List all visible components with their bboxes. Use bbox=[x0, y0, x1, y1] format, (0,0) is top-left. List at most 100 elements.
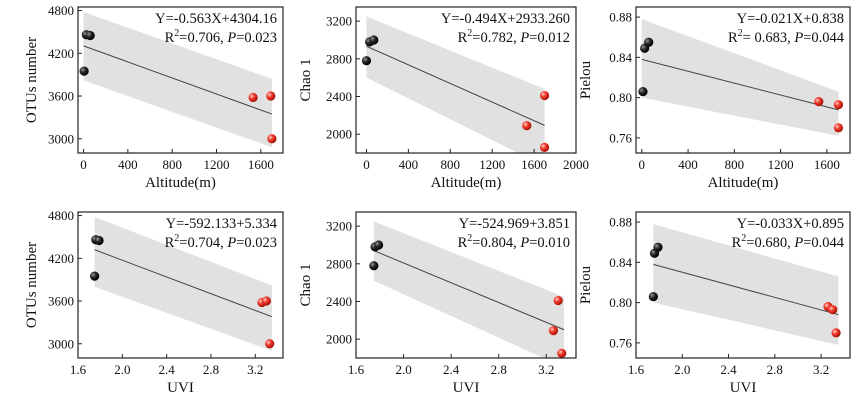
data-point-high-5 bbox=[833, 123, 844, 133]
x-tick-label: 1.6 bbox=[70, 362, 87, 377]
x-axis-label: Altitude(m) bbox=[145, 175, 216, 191]
data-point-low-0 bbox=[648, 291, 658, 302]
x-tick-label: 2.0 bbox=[395, 362, 411, 377]
x-tick-label: 0 bbox=[80, 157, 87, 172]
data-point-high-5 bbox=[265, 339, 275, 349]
data-point-high-5 bbox=[831, 328, 841, 338]
y-axis-label: Pielou bbox=[578, 265, 594, 304]
axes-frame bbox=[77, 211, 284, 359]
x-tick-label: 400 bbox=[678, 157, 698, 172]
x-tick-label: 1600 bbox=[814, 157, 840, 172]
y-tick-label: 2400 bbox=[326, 294, 352, 309]
data-point-low-2 bbox=[373, 240, 384, 250]
regression-equation: Y=-0.494X+2933.260 bbox=[441, 11, 570, 27]
axes-frame bbox=[355, 211, 577, 359]
axes-frame bbox=[635, 6, 851, 154]
plot-area bbox=[361, 16, 550, 153]
data-point-low-2 bbox=[85, 30, 95, 41]
x-tick-label: 1600 bbox=[248, 157, 274, 172]
data-point-high-5 bbox=[557, 348, 567, 358]
r2-p-value: R2=0.782, P=0.012 bbox=[458, 28, 570, 46]
data-point-low-0 bbox=[638, 86, 648, 97]
chart-panel-pielou-altitude: 0 400 800 1200 1600 0.76 0.80 0.84 0.88 Altitude(… bbox=[578, 6, 851, 191]
data-point-high-3 bbox=[248, 92, 258, 103]
r2-p-value: R2=0.706, P=0.023 bbox=[165, 28, 277, 46]
data-point-high-4 bbox=[833, 100, 844, 110]
data-point-high-5 bbox=[539, 142, 550, 152]
x-tick-label: 800 bbox=[441, 157, 461, 172]
data-point-low-2 bbox=[653, 242, 663, 252]
y-tick-label: 3600 bbox=[48, 294, 74, 309]
x-axis-label: Altitude(m) bbox=[708, 175, 779, 191]
regression-equation: Y=-0.033X+0.895 bbox=[737, 216, 844, 232]
r2-p-value: R2=0.680, P=0.044 bbox=[732, 233, 845, 251]
x-axis-label: Altitude(m) bbox=[431, 175, 502, 191]
axes-frame bbox=[77, 6, 284, 154]
chart-panel-otu-uvi: 1.6 2.0 2.4 2.8 3.2 3000 3600 4200 4800 UVI OTUs n… bbox=[24, 208, 284, 396]
x-tick-label: 1.6 bbox=[628, 362, 645, 377]
chart-panel-chao-uvi: 1.6 2.0 2.4 2.8 3.2 2000 2400 2800 3200 UVI Chao 1… bbox=[298, 211, 577, 396]
confidence-band bbox=[653, 224, 839, 345]
data-point-high-4 bbox=[539, 90, 550, 101]
x-tick-label: 2.8 bbox=[767, 362, 783, 377]
y-axis-label: OTUs number bbox=[24, 242, 40, 328]
r2-p-value: R2=0.804, P=0.010 bbox=[458, 233, 570, 251]
x-tick-label: 400 bbox=[118, 157, 138, 172]
x-tick-label: 2.0 bbox=[674, 362, 690, 377]
data-point-low-2 bbox=[369, 35, 379, 45]
plot-area bbox=[638, 19, 844, 136]
x-tick-label: 1200 bbox=[479, 157, 505, 172]
y-tick-label: 3000 bbox=[48, 131, 74, 146]
y-axis-label: OTUs number bbox=[24, 37, 40, 123]
x-tick-label: 1200 bbox=[204, 157, 230, 172]
y-tick-label: 0.80 bbox=[609, 295, 632, 310]
regression-line bbox=[373, 250, 565, 331]
y-tick-label: 2000 bbox=[326, 332, 352, 347]
y-tick-label: 0.76 bbox=[609, 335, 632, 350]
x-tick-label: 3.2 bbox=[538, 362, 554, 377]
x-tick-label: 2.8 bbox=[491, 362, 507, 377]
x-tick-label: 2.4 bbox=[720, 362, 737, 377]
x-tick-label: 400 bbox=[399, 157, 419, 172]
regression-line bbox=[366, 45, 545, 126]
data-point-low-2 bbox=[94, 235, 104, 246]
plot-area bbox=[648, 224, 841, 345]
y-tick-label: 4200 bbox=[48, 46, 74, 61]
data-point-low-0 bbox=[90, 271, 100, 281]
confidence-band bbox=[366, 16, 545, 153]
y-tick-label: 0.80 bbox=[609, 90, 632, 105]
data-point-high-5 bbox=[267, 134, 277, 144]
x-tick-label: 1.6 bbox=[348, 362, 365, 377]
x-tick-label: 0 bbox=[363, 157, 370, 172]
y-tick-label: 3200 bbox=[326, 219, 352, 234]
r2-p-value: R2= 0.683, P=0.044 bbox=[728, 28, 845, 46]
y-tick-label: 4800 bbox=[48, 3, 74, 18]
y-tick-label: 0.84 bbox=[609, 255, 632, 270]
data-point-low-0 bbox=[361, 56, 372, 66]
x-tick-label: 2.0 bbox=[114, 362, 130, 377]
x-tick-label: 2.8 bbox=[203, 362, 219, 377]
y-tick-label: 0.76 bbox=[609, 130, 632, 145]
axes-frame bbox=[355, 6, 577, 154]
x-tick-label: 2.4 bbox=[159, 362, 176, 377]
x-tick-label: 2000 bbox=[563, 157, 589, 172]
y-tick-label: 3200 bbox=[326, 14, 352, 29]
data-point-low-0 bbox=[79, 66, 89, 76]
regression-line bbox=[653, 263, 839, 316]
y-tick-label: 2800 bbox=[326, 51, 352, 66]
r2-p-value: R2=0.704, P=0.023 bbox=[165, 233, 277, 251]
y-axis-label: Pielou bbox=[578, 60, 594, 99]
plot-area bbox=[79, 11, 277, 148]
data-point-high-4 bbox=[266, 91, 276, 101]
regression-equation: Y=-0.021X+0.838 bbox=[737, 11, 844, 27]
y-tick-label: 3000 bbox=[48, 336, 74, 351]
x-axis-label: UVI bbox=[453, 380, 480, 396]
data-point-high-3 bbox=[548, 326, 559, 336]
data-point-high-4 bbox=[261, 296, 271, 306]
x-tick-label: 2.4 bbox=[443, 362, 460, 377]
chart-panel-otu-altitude: 0 400 800 1200 1600 3000 3600 4200 4800 Altitude(… bbox=[24, 3, 284, 191]
data-point-high-3 bbox=[522, 121, 532, 131]
y-tick-label: 2000 bbox=[326, 127, 352, 142]
data-point-low-0 bbox=[369, 261, 379, 271]
